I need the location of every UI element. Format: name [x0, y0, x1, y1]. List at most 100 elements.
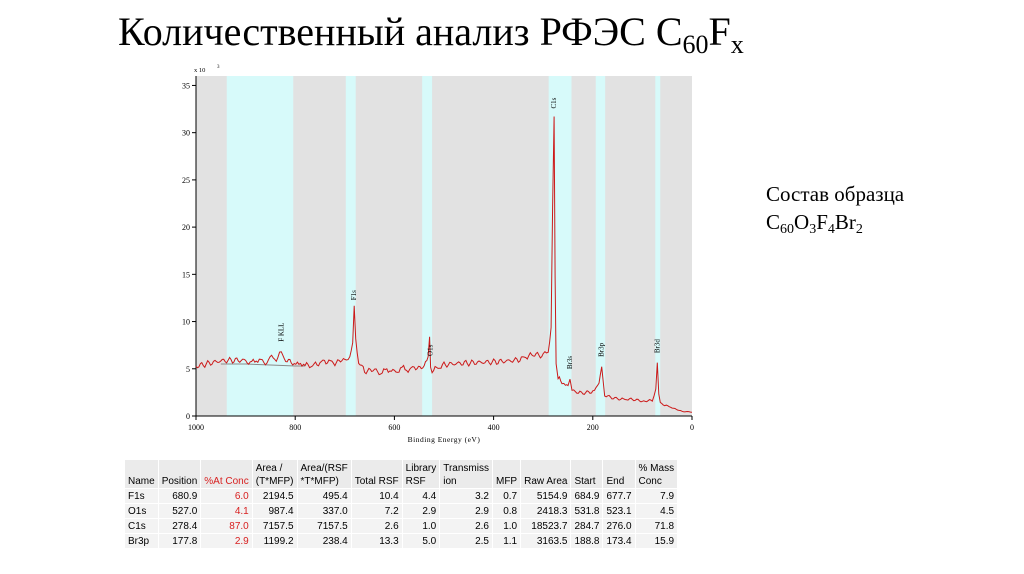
table-cell: 7.9: [635, 489, 678, 503]
table-cell: 7157.5: [297, 519, 351, 533]
peak-label-4: Br3s: [566, 356, 574, 370]
title-text-end: F: [708, 9, 731, 54]
table-row: Br3p 177.8 2.9 1199.2 238.4 13.3 5.0 2.5 1.1 3163…: [125, 534, 678, 548]
header-line: Area /: [255, 463, 283, 474]
table-cell: 2.9: [201, 534, 252, 548]
table-cell: 2194.5: [252, 489, 297, 503]
quantification-table: Name Position %At Conc Area / (T*MFP) Area/(R…: [124, 459, 678, 549]
header-line: Area/(RSF: [300, 463, 348, 474]
table-cell: 6.0: [201, 489, 252, 503]
y-tick-label-0: 0: [186, 412, 190, 421]
header-cell-8: MFP: [492, 460, 521, 488]
table-cell: C1s: [125, 519, 158, 533]
header-cell-9: Raw Area: [521, 460, 571, 488]
header-line: MFP: [495, 476, 518, 487]
header-cell-6: Library RSF: [402, 460, 440, 488]
header-cell-4: Area/(RSF *T*MFP): [297, 460, 351, 488]
table-cell: 0.8: [492, 504, 521, 518]
y-multiplier-exponent: 3: [217, 65, 220, 70]
table-header-row: Name Position %At Conc Area / (T*MFP) Area/(R…: [125, 460, 678, 488]
table-row: C1s 278.4 87.0 7157.5 7157.5 2.6 1.0 2.6 1.0 1852…: [125, 519, 678, 533]
title-subscript: 60: [682, 30, 709, 59]
table-cell: 1199.2: [252, 534, 297, 548]
table-cell: 680.9: [158, 489, 201, 503]
x-tick-label-800: 800: [289, 423, 301, 432]
table-cell: 2.6: [440, 519, 492, 533]
y-tick-label-35: 35: [182, 81, 190, 90]
x-tick-label-600: 600: [388, 423, 400, 432]
table-cell: 238.4: [297, 534, 351, 548]
table-cell: 87.0: [201, 519, 252, 533]
formula-count-2: 4: [827, 222, 835, 237]
sample-composition: Состав образца C60O3F4Br2: [766, 180, 904, 244]
table-cell: 7157.5: [252, 519, 297, 533]
table-cell: 2.6: [351, 519, 402, 533]
composition-label: Состав образца: [766, 182, 905, 206]
peak-label-0: F KLL: [277, 323, 285, 342]
xps-spectrum-chart: 0 5 10 15 20 25 30 35 1000 800 600 400 200 0 Binding E…: [182, 65, 694, 444]
header-cell-2: %At Conc: [201, 460, 252, 488]
table-cell: F1s: [125, 489, 158, 503]
table-cell: 2.5: [440, 534, 492, 548]
header-line: (T*MFP): [255, 476, 294, 487]
header-line: Raw Area: [524, 476, 568, 487]
composition-formula: C60O3F4Br2: [766, 208, 904, 244]
peak-label-2: O1s: [427, 344, 435, 356]
region-band-2: [422, 76, 433, 416]
header-line: ion: [443, 476, 457, 487]
table-cell: 1.1: [492, 534, 521, 548]
header-line: Total RSF: [354, 476, 399, 487]
table-cell: 13.3: [351, 534, 402, 548]
table-cell: 4.5: [635, 504, 678, 518]
y-multiplier-label: x 10: [194, 67, 205, 74]
header-cell-1: Position: [158, 460, 201, 488]
spectrum-line-0: [195, 116, 693, 413]
table-cell: 18523.7: [521, 519, 571, 533]
table-cell: 337.0: [297, 504, 351, 518]
background-baseline: [220, 363, 306, 367]
table-cell: 177.8: [158, 534, 201, 548]
header-cell-10: Start: [571, 460, 603, 488]
region-band-1: [345, 76, 356, 416]
table-cell: 3.2: [440, 489, 492, 503]
table-cell: 5154.9: [521, 489, 571, 503]
y-tick-label-5: 5: [186, 365, 190, 374]
table-row: O1s 527.0 4.1 987.4 337.0 7.2 2.9 2.9 0.8 2418.3 5…: [125, 504, 678, 518]
table-cell: 4.4: [402, 489, 440, 503]
peak-label-5: Br3p: [598, 342, 606, 357]
header-line: %At Conc: [204, 476, 249, 487]
table-cell: 278.4: [158, 519, 201, 533]
x-axis-label: Binding Energy (eV): [408, 435, 481, 444]
header-line: Transmiss: [443, 463, 489, 474]
table-cell: 0.7: [492, 489, 521, 503]
formula-element-0: C: [766, 210, 781, 234]
peak-label-3: C1s: [550, 97, 558, 108]
x-tick-label-400: 400: [488, 423, 500, 432]
table-cell: 1.0: [492, 519, 521, 533]
region-band-5: [655, 76, 661, 416]
formula-count-0: 60: [780, 222, 795, 237]
table-cell: 10.4: [351, 489, 402, 503]
header-cell-0: Name: [125, 460, 158, 488]
y-tick-label-30: 30: [182, 129, 190, 138]
formula-element-1: O: [794, 210, 810, 234]
table-cell: O1s: [125, 504, 158, 518]
table-cell: 684.9: [571, 489, 603, 503]
header-line: RSF: [405, 476, 426, 487]
header-line: Conc: [638, 476, 662, 487]
title-text: Количественный анализ РФЭС C: [118, 9, 683, 54]
table-cell: Br3p: [125, 534, 158, 548]
table-cell: 987.4: [252, 504, 297, 518]
table-cell: 495.4: [297, 489, 351, 503]
table-cell: 677.7: [603, 489, 635, 503]
header-line: Library: [405, 463, 437, 474]
header-cell-7: Transmiss ion: [440, 460, 492, 488]
peak-label-1: F1s: [350, 290, 358, 300]
formula-count-3: 2: [855, 222, 863, 237]
table-body: F1s 680.9 6.0 2194.5 495.4 10.4 4.4 3.2 0.7 5154.…: [125, 489, 678, 548]
x-tick-label-1000: 1000: [188, 423, 204, 432]
y-tick-label-10: 10: [182, 318, 190, 327]
table-cell: 531.8: [571, 504, 603, 518]
x-tick-label-200: 200: [587, 423, 599, 432]
table-cell: 71.8: [635, 519, 678, 533]
